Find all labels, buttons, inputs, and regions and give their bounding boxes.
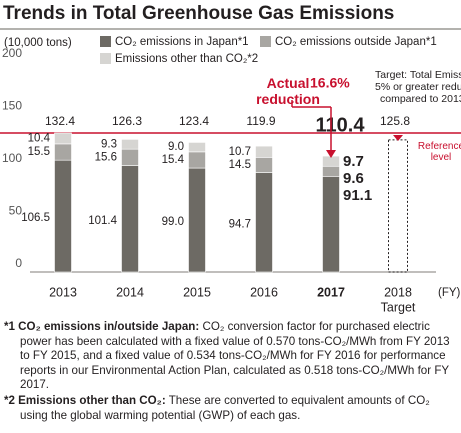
- value-label: 99.0: [162, 216, 184, 228]
- x-tick-label: 2017: [317, 285, 345, 299]
- category-sublabel: Target: [381, 300, 416, 314]
- bar-segment: [54, 143, 72, 161]
- annotation-line: Reference: [418, 141, 461, 152]
- y-unit: (10,000 tons): [4, 37, 72, 49]
- annotation-line: Target: Total Emissions: [375, 69, 461, 81]
- annotation-line: reduction: [256, 91, 320, 107]
- annotation-line: level: [431, 152, 452, 163]
- x-tick-label: 2018: [384, 285, 412, 299]
- bar-segment: [188, 167, 206, 273]
- target-bar: [388, 139, 408, 273]
- annotation: Target: Total Emissions5% or greater red…: [375, 69, 461, 105]
- footnote-text: These are converted to equivalent amount…: [20, 394, 430, 422]
- chart: Trends in Total Greenhouse Gas Emissions…: [0, 3, 461, 314]
- legend-swatch: [100, 53, 111, 64]
- legend-swatch: [260, 36, 271, 47]
- footnote: *1 CO₂ emissions in/outside Japan: CO₂ c…: [4, 320, 456, 393]
- footnote-text: CO₂ conversion factor for purchased elec…: [20, 320, 450, 392]
- footnote-lead: *2 Emissions other than CO₂:: [4, 394, 166, 407]
- value-label: 15.4: [162, 154, 185, 166]
- value-label: 15.6: [95, 151, 117, 163]
- value-label: 9.3: [101, 138, 117, 150]
- value-label: 9.0: [168, 141, 184, 153]
- bar-segment: [188, 151, 206, 169]
- annotation-line: Actual: [267, 75, 310, 91]
- value-label: 94.7: [229, 218, 251, 230]
- bar-segment: [322, 176, 340, 273]
- legend-label: CO₂ emissions in Japan*1: [115, 36, 249, 48]
- value-label: 101.4: [88, 215, 117, 227]
- y-tick-label: 0: [15, 256, 22, 270]
- legend-label: CO₂ emissions outside Japan*1: [275, 36, 437, 48]
- bar-segment: [255, 172, 273, 273]
- bar-segment: [121, 139, 139, 150]
- footnote-lead: *1 CO₂ emissions in/outside Japan:: [4, 320, 200, 333]
- x-tick-label: 2016: [250, 285, 278, 299]
- bar-segment: [121, 165, 139, 273]
- total-label: 132.4: [45, 114, 75, 128]
- legend-label: Emissions other than CO₂*2: [115, 53, 258, 65]
- value-label: 15.5: [28, 146, 50, 158]
- legend-swatch: [100, 36, 111, 47]
- value-label: 91.1: [343, 187, 372, 204]
- value-label: 14.5: [229, 159, 251, 171]
- value-label: 10.7: [229, 146, 251, 158]
- annotation: Reference level: [418, 141, 461, 163]
- arrow-head: [326, 150, 336, 158]
- total-label: 125.8: [380, 114, 410, 128]
- value-label: 9.7: [343, 153, 364, 170]
- annotation-line: compared to 2013: [380, 93, 461, 105]
- y-tick-label: 150: [2, 99, 22, 113]
- bar-segment: [322, 165, 340, 177]
- bar-segment: [121, 148, 139, 166]
- x-tick-label: 2013: [49, 285, 77, 299]
- total-label: 123.4: [179, 114, 209, 128]
- total-label: 126.3: [112, 114, 142, 128]
- footnote: *2 Emissions other than CO₂: These are c…: [4, 394, 456, 423]
- total-label: 119.9: [246, 114, 275, 128]
- y-tick-label: 100: [2, 151, 22, 165]
- x-tick-label: 2014: [116, 285, 144, 299]
- value-label: 10.4: [28, 132, 51, 144]
- total-label: 110.4: [316, 114, 366, 136]
- annotation: Actual reduction: [256, 75, 320, 107]
- bar-segment: [54, 132, 72, 145]
- chart-title: Trends in Total Greenhouse Gas Emissions: [3, 3, 394, 24]
- bar-segment: [54, 159, 72, 273]
- value-label: 106.5: [21, 212, 50, 224]
- bar-segment: [255, 157, 273, 173]
- x-unit: (FY): [438, 287, 461, 299]
- y-tick-label: 200: [2, 46, 22, 60]
- target-arrow: [393, 134, 403, 141]
- bar-segment: [255, 145, 273, 158]
- value-label: 9.6: [343, 170, 364, 187]
- y-tick-label: 50: [9, 204, 23, 218]
- bar-segment: [188, 142, 206, 153]
- annotation-line: 5% or greater reduction: [375, 81, 461, 93]
- x-tick-label: 2015: [183, 285, 211, 299]
- annotation: 16.6%: [310, 75, 350, 91]
